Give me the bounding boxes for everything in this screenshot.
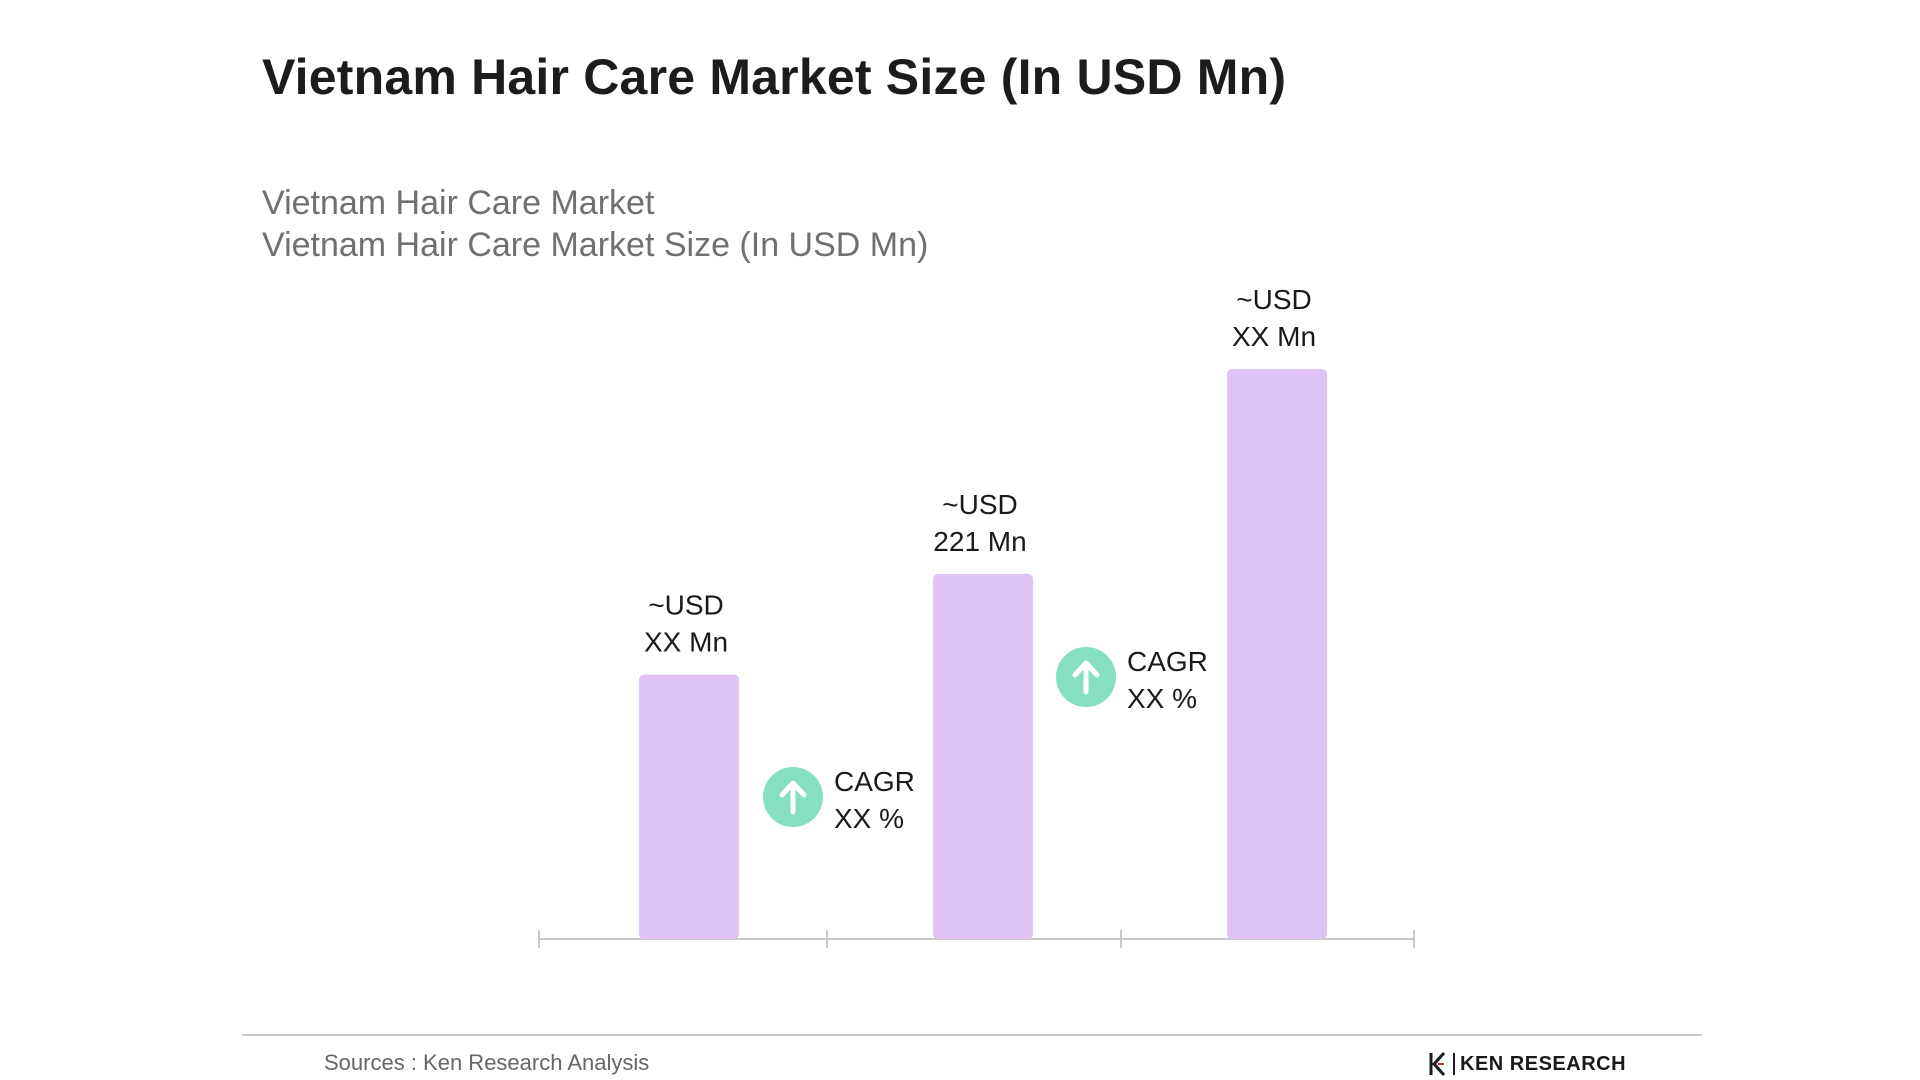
ken-research-logo-icon xyxy=(1429,1051,1446,1077)
data-label-3-line-2: XX Mn xyxy=(1232,321,1316,352)
chart-subtitle: Vietnam Hair Care Market xyxy=(262,184,655,222)
cagr-label-1-line-1: CAGR xyxy=(834,766,915,797)
data-label-3-line-1: ~USD xyxy=(1236,284,1311,315)
source-note: Sources : Ken Research Analysis xyxy=(324,1050,650,1075)
logo-text: KEN RESEARCH xyxy=(1460,1052,1627,1075)
bar-3 xyxy=(1227,369,1327,939)
cagr-arrow-glyph xyxy=(779,780,807,815)
cagr-label-1-line-2: XX % xyxy=(834,803,904,834)
logo-separator xyxy=(1453,1053,1455,1075)
cagr-label-2-line-2: XX % xyxy=(1127,683,1197,714)
cagr-label-2-line-1: CAGR xyxy=(1127,646,1208,677)
page-title: Vietnam Hair Care Market Size (In USD Mn… xyxy=(262,49,1287,105)
footer-divider xyxy=(242,1034,1702,1036)
data-label-2-line-1: ~USD xyxy=(942,489,1017,520)
chart-subtitle-2: Vietnam Hair Care Market Size (In USD Mn… xyxy=(262,226,929,264)
data-label-1-line-2: XX Mn xyxy=(644,627,728,658)
cagr-arrow-glyph xyxy=(1072,660,1100,695)
bar-2 xyxy=(933,573,1033,939)
data-label-2-line-2: 221 Mn xyxy=(933,526,1026,557)
bar-1 xyxy=(639,674,739,939)
data-label-1-line-1: ~USD xyxy=(648,590,723,621)
ken-research-logo: KEN RESEARCH xyxy=(1428,1050,1626,1078)
